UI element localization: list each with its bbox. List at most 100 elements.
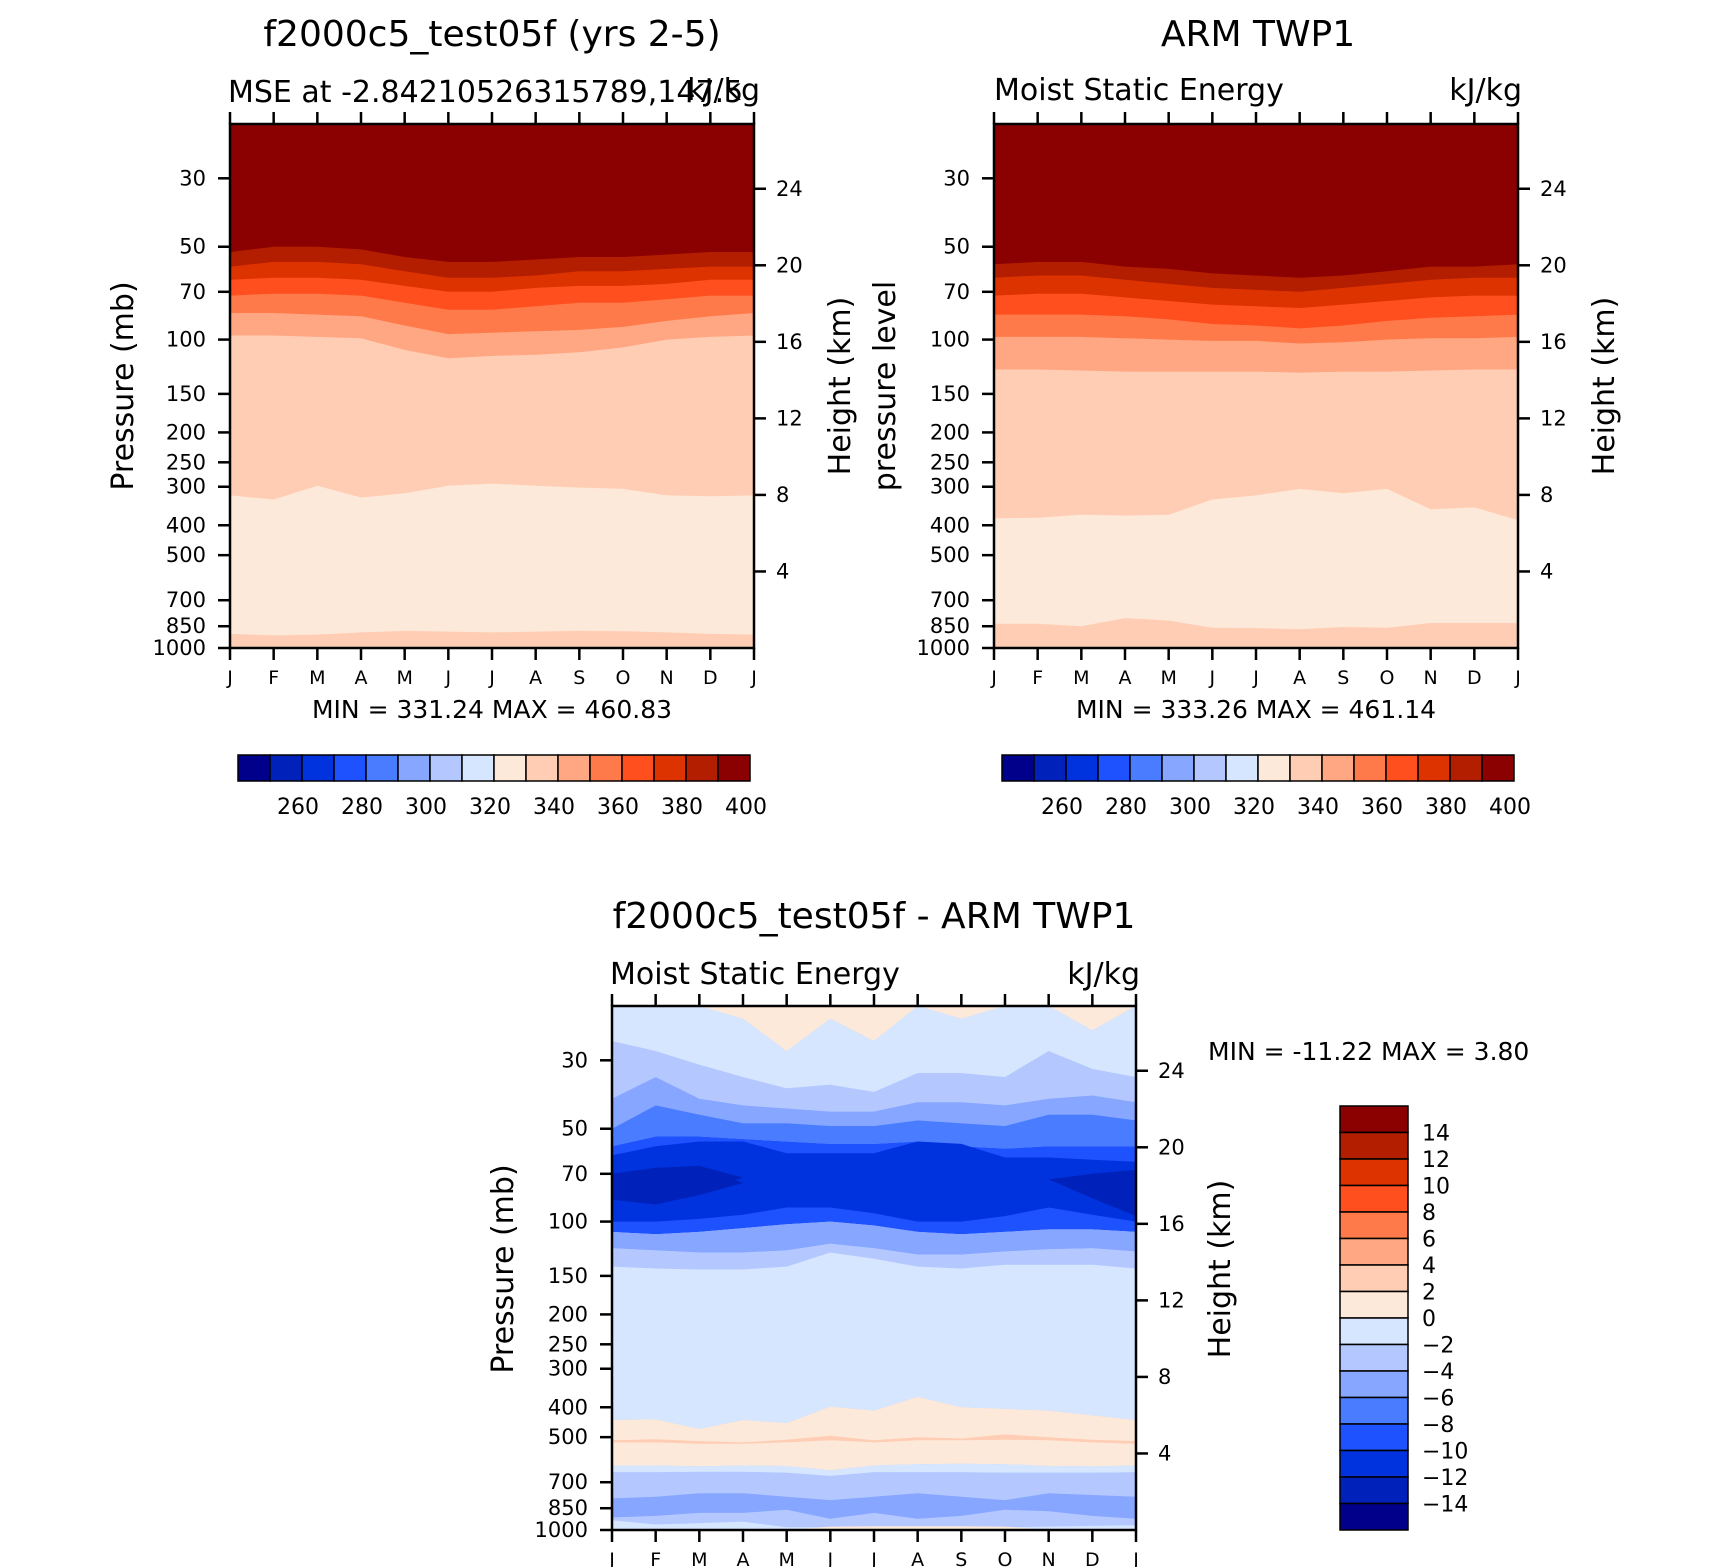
colorbar-swatch	[1339, 1211, 1409, 1240]
colorbar-swatch	[1001, 754, 1035, 782]
panel-obs-stats: MIN = 333.26 MAX = 461.14	[1076, 695, 1436, 724]
pressure-label: 400	[548, 1395, 588, 1419]
height-label: 16	[1158, 1212, 1185, 1236]
contour-band	[612, 1221, 1136, 1255]
pressure-label: 500	[548, 1425, 588, 1449]
month-label: O	[616, 667, 631, 689]
colorbar-label: −8	[1422, 1413, 1454, 1438]
height-label: 4	[1540, 559, 1553, 583]
pressure-label: 150	[166, 382, 206, 406]
height-label: 4	[1158, 1441, 1171, 1465]
colorbar-label: 2	[1422, 1281, 1436, 1306]
month-label: D	[703, 667, 718, 689]
colorbar-swatch	[1257, 754, 1291, 782]
month-label: N	[660, 667, 674, 689]
pressure-label: 150	[930, 382, 970, 406]
pressure-label: 30	[179, 166, 206, 190]
month-label: N	[1042, 1549, 1056, 1567]
panel-diff-subtitle-right: kJ/kg	[1067, 957, 1140, 992]
pressure-label: 850	[166, 614, 206, 638]
month-label: A	[1293, 667, 1306, 689]
pressure-label: 400	[930, 513, 970, 537]
colorbar-label: 300	[405, 795, 447, 820]
colorbar-swatch	[1339, 1449, 1409, 1478]
pressure-label: 850	[930, 614, 970, 638]
panel-model: f2000c5_test05f (yrs 2-5) MSE at -2.8421…	[106, 14, 858, 820]
height-label: 16	[776, 330, 803, 354]
contour-band	[612, 1252, 1136, 1429]
month-label: J	[870, 1549, 877, 1567]
colorbar-label: −2	[1422, 1334, 1454, 1359]
pressure-label: 70	[179, 280, 206, 304]
month-label: M	[778, 1549, 794, 1567]
colorbar-label: 8	[1422, 1201, 1436, 1226]
colorbar-swatch	[1321, 754, 1355, 782]
contour-band	[994, 618, 1518, 648]
pressure-label: 1000	[535, 1518, 588, 1542]
colorbar-swatch	[493, 754, 527, 782]
colorbar-label: 300	[1169, 795, 1211, 820]
contour-band	[994, 488, 1518, 648]
month-label: J	[990, 667, 997, 689]
colorbar-swatch	[1065, 754, 1099, 782]
contour-band	[612, 1006, 1136, 1092]
panel-obs-ylabel: pressure level	[868, 281, 903, 491]
panel-obs-ylabel-right: Height (km)	[1587, 297, 1622, 476]
colorbar-swatch	[1225, 754, 1259, 782]
colorbar-label: 260	[1041, 795, 1083, 820]
month-label: M	[309, 667, 325, 689]
pressure-label: 1000	[153, 636, 206, 660]
panel-obs-contour-fill	[994, 124, 1518, 648]
colorbar-swatch	[525, 754, 559, 782]
colorbar-swatch	[1339, 1131, 1409, 1160]
month-label: J	[1514, 667, 1521, 689]
month-label: M	[1073, 667, 1089, 689]
panel-diff-ylabel: Pressure (mb)	[486, 1164, 521, 1373]
pressure-label: 200	[930, 420, 970, 444]
pressure-label: 1000	[917, 636, 970, 660]
height-label: 20	[776, 253, 803, 277]
pressure-label: 30	[943, 166, 970, 190]
month-label: J	[750, 667, 757, 689]
panel-model-subtitle-left: MSE at -2.84210526315789,147.5	[228, 75, 743, 110]
pressure-label: 100	[930, 328, 970, 352]
colorbar-swatch	[1339, 1476, 1409, 1505]
height-label: 8	[1540, 483, 1553, 507]
panel-obs-colorbar: 260 280 300 320 340 360 380 400	[1001, 754, 1531, 820]
colorbar-swatch	[1193, 754, 1227, 782]
colorbar-swatch	[1339, 1105, 1409, 1134]
pressure-label: 250	[166, 450, 206, 474]
month-label: A	[355, 667, 368, 689]
colorbar-label: −4	[1422, 1360, 1454, 1385]
panel-model-ylabel-right: Height (km)	[823, 297, 858, 476]
contour-band	[612, 1243, 1136, 1270]
pressure-label: 30	[561, 1048, 588, 1072]
month-label: F	[650, 1549, 661, 1567]
colorbar-swatch	[1339, 1370, 1409, 1399]
height-label: 20	[1540, 253, 1567, 277]
pressure-label: 200	[166, 420, 206, 444]
month-label: A	[529, 667, 542, 689]
colorbar-swatch	[1033, 754, 1067, 782]
colorbar-swatch	[1129, 754, 1163, 782]
panel-obs-subtitle-right: kJ/kg	[1449, 73, 1522, 108]
pressure-label: 500	[166, 543, 206, 567]
colorbar-swatch	[1339, 1317, 1409, 1346]
contour-band	[612, 1493, 1136, 1519]
contour-band	[230, 483, 754, 648]
colorbar-label: 6	[1422, 1228, 1436, 1253]
colorbar-label: 280	[341, 795, 383, 820]
month-label: J	[827, 1549, 834, 1567]
month-label: D	[1085, 1549, 1100, 1567]
height-label: 24	[1540, 177, 1567, 201]
pressure-label: 70	[943, 280, 970, 304]
colorbar-swatch	[653, 754, 687, 782]
colorbar-swatch	[269, 754, 303, 782]
contour-band	[612, 1434, 1136, 1444]
month-label: J	[1132, 1549, 1139, 1567]
colorbar-swatch	[1097, 754, 1131, 782]
colorbar-swatch	[1339, 1423, 1409, 1452]
colorbar-label: 280	[1105, 795, 1147, 820]
